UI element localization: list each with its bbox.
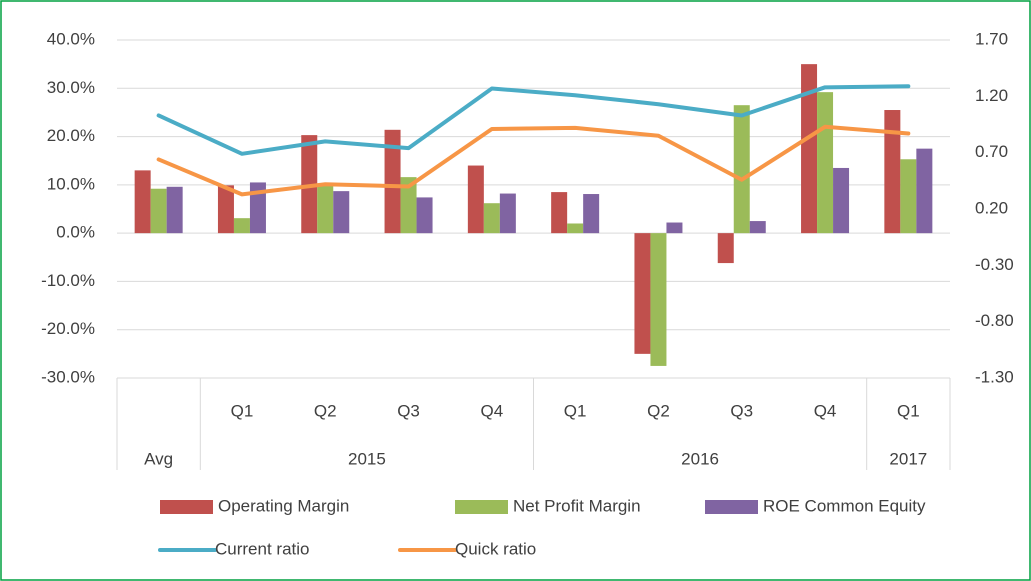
- bar: [416, 197, 433, 234]
- x-tick-label: Q2: [314, 401, 337, 420]
- bar: [801, 64, 818, 234]
- y-tick-label: 40.0%: [47, 29, 95, 48]
- legend-swatch: [455, 500, 508, 514]
- bar: [749, 221, 766, 234]
- legend-label: Operating Margin: [218, 496, 349, 515]
- bar: [134, 170, 151, 234]
- legend-label: ROE Common Equity: [763, 496, 926, 515]
- y-tick-label: 0.0%: [56, 223, 95, 242]
- group-label: Avg: [144, 449, 173, 468]
- bar: [483, 203, 500, 234]
- x-tick-label: Q2: [647, 401, 670, 420]
- legend-label: Net Profit Margin: [513, 496, 641, 515]
- bar: [567, 223, 584, 234]
- x-tick-label: Q1: [564, 401, 587, 420]
- bar: [166, 186, 183, 234]
- x-tick-label: Q1: [897, 401, 920, 420]
- x-tick-label: Q4: [481, 401, 504, 420]
- bar: [317, 184, 334, 234]
- bar: [634, 233, 651, 354]
- legend-label: Quick ratio: [455, 539, 536, 558]
- bar: [217, 185, 234, 234]
- group-label: 2016: [681, 449, 719, 468]
- bar: [150, 188, 167, 234]
- bar: [717, 233, 734, 264]
- y-tick-label: 30.0%: [47, 78, 95, 97]
- y2-tick-label: 0.70: [975, 142, 1008, 161]
- bar: [666, 222, 683, 234]
- bar: [400, 177, 417, 234]
- y2-tick-label: -0.30: [975, 255, 1014, 274]
- bar: [650, 233, 667, 366]
- y-tick-label: -10.0%: [41, 271, 95, 290]
- legend-label: Current ratio: [215, 539, 309, 558]
- legend-swatch: [705, 500, 758, 514]
- x-tick-label: Q3: [397, 401, 420, 420]
- y2-tick-label: -0.80: [975, 311, 1014, 330]
- bar: [583, 194, 600, 234]
- x-tick-label: Q3: [730, 401, 753, 420]
- group-label: 2015: [348, 449, 386, 468]
- x-tick-label: Q4: [814, 401, 837, 420]
- bar: [499, 193, 516, 234]
- bar: [249, 182, 266, 234]
- bar: [733, 105, 750, 234]
- bar: [301, 135, 318, 234]
- y2-tick-label: 1.20: [975, 86, 1008, 105]
- y-tick-label: -30.0%: [41, 367, 95, 386]
- y-tick-label: -20.0%: [41, 319, 95, 338]
- legend-swatch: [160, 500, 213, 514]
- bar: [233, 218, 250, 234]
- y2-tick-label: 0.20: [975, 198, 1008, 217]
- bar: [817, 92, 834, 234]
- bar: [916, 148, 933, 234]
- bar: [900, 159, 917, 234]
- line-series: [156, 124, 911, 197]
- bar: [333, 191, 350, 234]
- y2-tick-label: -1.30: [975, 367, 1014, 386]
- y-tick-label: 20.0%: [47, 126, 95, 145]
- bar: [884, 110, 901, 234]
- bar: [467, 165, 484, 234]
- y2-tick-label: 1.70: [975, 29, 1008, 48]
- y-tick-label: 10.0%: [47, 174, 95, 193]
- group-label: 2017: [889, 449, 927, 468]
- bar: [551, 192, 568, 234]
- line-series: [156, 84, 911, 156]
- x-tick-label: Q1: [231, 401, 254, 420]
- bar: [833, 167, 850, 234]
- bar: [384, 129, 401, 234]
